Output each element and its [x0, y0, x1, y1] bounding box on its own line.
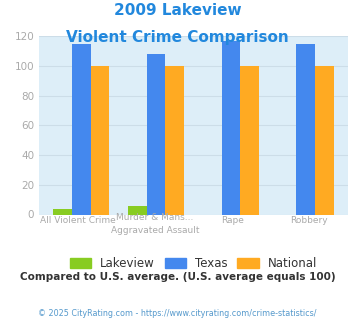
Bar — [296, 44, 315, 214]
Bar — [240, 66, 259, 214]
Text: Murder & Mans...: Murder & Mans... — [116, 213, 193, 222]
Text: Violent Crime Comparison: Violent Crime Comparison — [66, 30, 289, 45]
Text: Rape: Rape — [221, 216, 244, 225]
Text: Robbery: Robbery — [290, 216, 328, 225]
Text: © 2025 CityRating.com - https://www.cityrating.com/crime-statistics/: © 2025 CityRating.com - https://www.city… — [38, 309, 317, 317]
Bar — [222, 41, 240, 214]
Text: All Violent Crime: All Violent Crime — [40, 216, 115, 225]
Legend: Lakeview, Texas, National: Lakeview, Texas, National — [65, 252, 322, 275]
Text: 2009 Lakeview: 2009 Lakeview — [114, 3, 241, 18]
Text: Aggravated Assault: Aggravated Assault — [111, 226, 199, 235]
Bar — [72, 44, 91, 214]
Bar — [128, 206, 147, 214]
Bar — [53, 209, 72, 214]
Bar — [165, 66, 184, 214]
Bar — [147, 54, 165, 214]
Bar — [91, 66, 109, 214]
Text: Compared to U.S. average. (U.S. average equals 100): Compared to U.S. average. (U.S. average … — [20, 272, 335, 282]
Bar — [315, 66, 334, 214]
